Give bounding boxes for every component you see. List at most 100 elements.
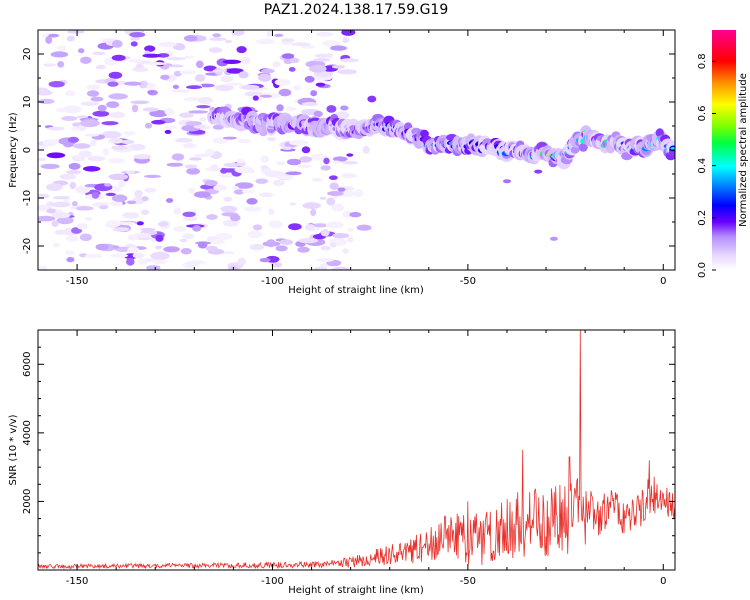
heatmap-cell <box>266 137 277 142</box>
heatmap-cell <box>198 83 215 88</box>
heatmap-cell <box>298 238 318 244</box>
heatmap-cell <box>310 208 317 217</box>
heatmap-cell <box>223 162 240 168</box>
heatmap-cell <box>166 198 174 203</box>
heatmap-cell <box>259 257 271 263</box>
heatmap-cell <box>184 55 194 59</box>
heatmap-cell <box>76 223 89 230</box>
heatmap-cell <box>297 246 310 253</box>
heatmap-cell <box>163 246 180 253</box>
heatmap-cell <box>503 179 511 184</box>
heatmap-cell <box>209 37 227 41</box>
heatmap-cell <box>304 75 315 83</box>
heatmap-cell <box>112 245 120 249</box>
heatmap-cell <box>183 35 198 42</box>
heatmap-cell <box>331 266 351 270</box>
heatmap-cell <box>326 105 337 113</box>
heatmap-cell <box>188 187 196 194</box>
heatmap-cell <box>127 58 143 63</box>
heatmap-cell <box>112 40 123 48</box>
heatmap-cell <box>126 200 137 205</box>
heatmap-cell <box>160 74 170 80</box>
heatmap-cell <box>320 229 330 237</box>
heatmap-cell <box>144 187 157 193</box>
heatmap-cell <box>84 254 103 259</box>
colorbar-label: Normalized spectral amplitude <box>738 73 749 227</box>
heatmap-cell <box>53 196 70 200</box>
heatmap-cell <box>65 90 76 97</box>
heatmap-cell <box>118 221 136 226</box>
heatmap-cell <box>299 156 312 163</box>
heatmap-cell <box>133 154 152 160</box>
heatmap-cell <box>142 107 159 112</box>
heatmap-cell <box>56 216 74 225</box>
y-tick-label: 10 <box>22 96 33 109</box>
heatmap-cell <box>185 121 203 126</box>
heatmap-cell <box>196 105 211 109</box>
heatmap-cell <box>57 45 67 51</box>
heatmap-cell <box>332 233 350 239</box>
heatmap-cell <box>213 184 228 191</box>
heatmap-cell <box>331 203 345 212</box>
heatmap-cell <box>272 61 281 68</box>
heatmap-cell <box>291 42 311 47</box>
heatmap-cell <box>232 185 239 190</box>
heatmap-cell <box>346 153 354 157</box>
heatmap-cell <box>310 90 318 97</box>
heatmap-cell <box>330 45 347 51</box>
y-tick-label: 2000 <box>22 489 33 514</box>
heatmap-cell <box>341 173 358 178</box>
heatmap-cell <box>80 101 100 106</box>
heatmap-cell <box>42 139 57 147</box>
heatmap-cell <box>337 187 346 192</box>
heatmap-cell <box>45 36 53 44</box>
heatmap-cell <box>91 191 100 199</box>
heatmap-cell <box>198 96 213 104</box>
heatmap-cell <box>71 125 80 131</box>
heatmap-cell <box>50 51 69 58</box>
colorbar: 0.0 0.2 0.4 0.6 0.8 Normalized spectral ampl… <box>697 30 749 278</box>
heatmap-cell <box>194 74 206 82</box>
heatmap-cell <box>130 41 138 47</box>
heatmap-cell <box>214 232 233 241</box>
heatmap-cell <box>341 30 356 36</box>
heatmap-cell <box>334 111 350 119</box>
heatmap-cell <box>87 155 106 162</box>
heatmap-cell <box>241 190 254 194</box>
heatmap-cell <box>147 90 155 94</box>
heatmap-cell <box>237 257 247 266</box>
heatmap-cell <box>139 227 156 231</box>
snr-y-ticks: 2000 4000 6000 <box>22 346 675 554</box>
heatmap-cell <box>52 242 60 248</box>
heatmap-cell <box>223 136 237 140</box>
heatmap-cell <box>111 145 128 151</box>
heatmap-cell <box>127 246 140 253</box>
heatmap-cell <box>138 80 149 89</box>
heatmap-cell <box>332 156 348 162</box>
heatmap-cell <box>124 81 142 86</box>
heatmap-cell <box>164 107 175 116</box>
heatmap-cell <box>356 224 372 231</box>
heatmap-cell <box>281 53 295 59</box>
heatmap-cell <box>99 205 109 210</box>
heatmap-cell <box>289 202 296 206</box>
heatmap-cell <box>59 173 76 180</box>
heatmap-cell <box>175 137 193 143</box>
heatmap-cell <box>105 192 116 197</box>
heatmap-cell <box>342 248 349 254</box>
heatmap-cell <box>212 69 227 73</box>
heatmap-cell <box>182 233 195 240</box>
heatmap-cell <box>280 38 295 42</box>
heatmap-cell <box>71 201 78 207</box>
heatmap-cell <box>282 146 292 150</box>
heatmap-cell <box>214 84 234 92</box>
heatmap-cell <box>122 212 140 219</box>
heatmap-cell <box>86 84 101 91</box>
heatmap-cell <box>210 164 219 171</box>
heatmap-cell <box>173 207 182 215</box>
heatmap-cell <box>367 95 377 103</box>
heatmap-cell <box>268 208 275 216</box>
heatmap-cell <box>252 224 263 231</box>
heatmap-cell <box>233 189 245 195</box>
heatmap-cell <box>255 178 268 184</box>
